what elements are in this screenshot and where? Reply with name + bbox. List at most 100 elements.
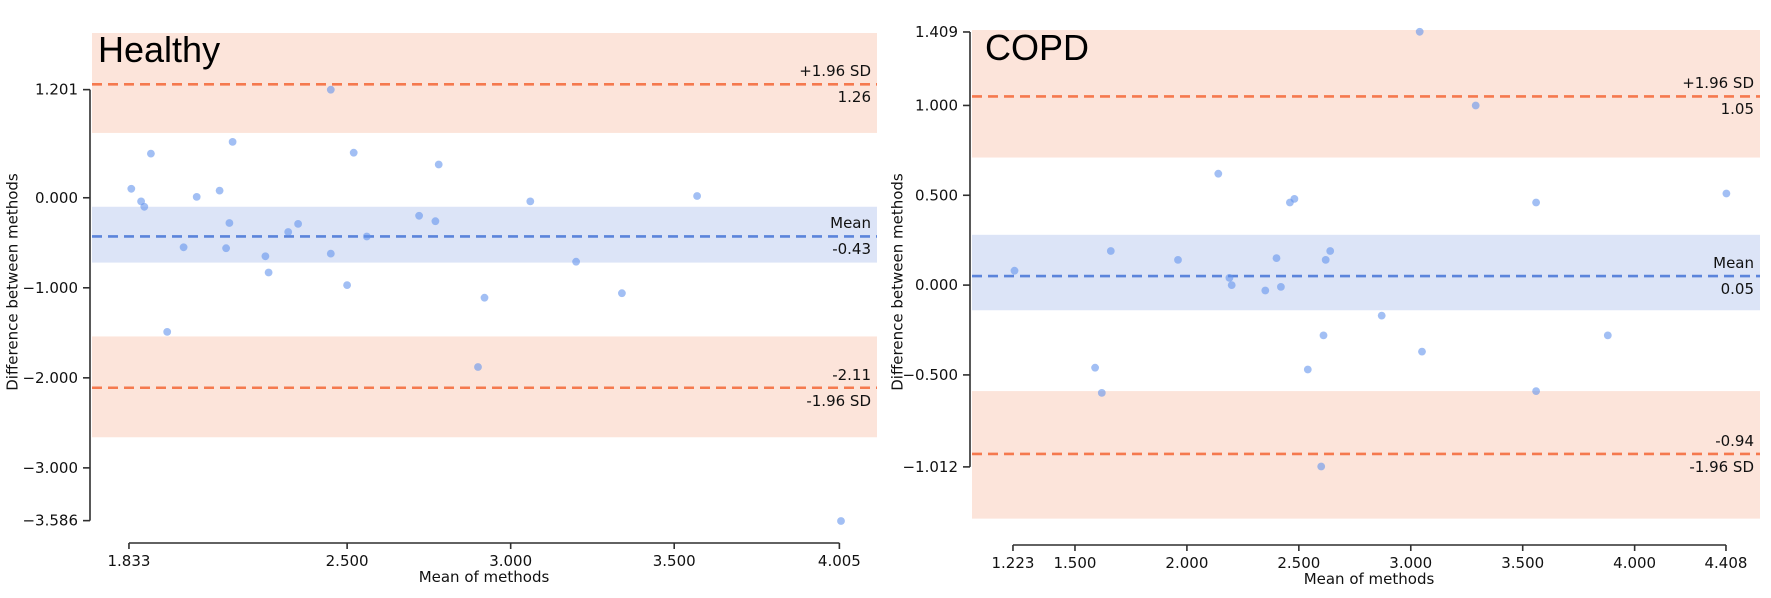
y-tick-label: −1.012 bbox=[902, 458, 958, 476]
y-axis-label-box: Difference between methods bbox=[881, 30, 915, 533]
data-point bbox=[474, 363, 482, 371]
data-point bbox=[434, 160, 443, 169]
data-point bbox=[1418, 347, 1426, 356]
data-point bbox=[261, 252, 270, 261]
data-point bbox=[415, 211, 423, 220]
data-point bbox=[349, 148, 358, 157]
upper-loa-label: +1.96 SD bbox=[1682, 74, 1754, 93]
mean-ci-band bbox=[92, 206, 877, 263]
x-tick-label: 1.223 bbox=[991, 554, 1034, 572]
data-point bbox=[222, 244, 231, 253]
data-point bbox=[1319, 331, 1328, 340]
y-tick-label: 0.000 bbox=[915, 276, 958, 294]
data-point bbox=[163, 328, 172, 336]
data-point bbox=[326, 249, 335, 258]
y-tick-label: 0.500 bbox=[915, 186, 958, 204]
data-point bbox=[1277, 283, 1285, 291]
data-point bbox=[1415, 27, 1424, 36]
data-point bbox=[693, 192, 701, 200]
x-tick-label: 2.000 bbox=[1165, 554, 1208, 572]
y-tick-label: 1.409 bbox=[915, 23, 958, 41]
lower-loa-label: -1.96 SD bbox=[806, 391, 871, 410]
y-tick-label: −0.500 bbox=[902, 366, 958, 384]
data-point bbox=[192, 193, 201, 201]
y-tick-label: −3.586 bbox=[22, 512, 78, 530]
data-point bbox=[1321, 256, 1330, 264]
data-point bbox=[1290, 195, 1299, 203]
x-tick-label: 1.500 bbox=[1054, 554, 1097, 572]
data-point bbox=[1106, 247, 1115, 255]
data-point bbox=[294, 220, 302, 228]
data-point bbox=[228, 138, 237, 146]
mean-label: Mean bbox=[830, 214, 871, 233]
data-point bbox=[480, 293, 489, 302]
data-point bbox=[1097, 389, 1106, 397]
upper-loa-value: 1.05 bbox=[1720, 100, 1754, 119]
data-point bbox=[326, 85, 335, 94]
bland-altman-plot-healthy: 1.201 0.000 −1.000 −2.000 −3.000 −3.586 1.833 2… bbox=[0, 0, 885, 598]
lower-loa-value: -2.11 bbox=[832, 365, 871, 384]
x-tick-label: 4.005 bbox=[818, 552, 861, 570]
y-axis-label-box: Difference between methods bbox=[0, 33, 30, 530]
mean-label: Mean bbox=[1713, 254, 1754, 273]
mean-value: 0.05 bbox=[1720, 280, 1754, 299]
upper-loa-value: 1.26 bbox=[837, 88, 871, 107]
upper-loa-label: +1.96 SD bbox=[799, 62, 871, 81]
data-point bbox=[572, 257, 580, 266]
data-point bbox=[1227, 281, 1236, 289]
data-point bbox=[1225, 274, 1234, 282]
data-point bbox=[618, 289, 626, 298]
y-axis-label: Difference between methods bbox=[4, 172, 23, 391]
x-tick-label: 2.500 bbox=[1277, 554, 1320, 572]
data-point bbox=[1174, 256, 1182, 264]
data-point bbox=[1010, 266, 1019, 275]
data-point bbox=[1603, 331, 1612, 340]
x-tick-label: 4.408 bbox=[1704, 554, 1747, 572]
y-tick-label: 1.201 bbox=[35, 81, 78, 99]
data-point bbox=[1532, 198, 1540, 207]
data-point bbox=[1317, 462, 1326, 471]
data-point bbox=[431, 217, 440, 226]
y-tick-label: −1.000 bbox=[22, 279, 78, 297]
lower-loa-label: -1.96 SD bbox=[1689, 457, 1754, 476]
data-point bbox=[1377, 311, 1386, 320]
x-tick-label: 3.500 bbox=[1501, 554, 1544, 572]
lower-loa-value: -0.94 bbox=[1715, 431, 1754, 450]
x-tick-label: 4.000 bbox=[1613, 554, 1656, 572]
plot-svg-healthy: 1.201 0.000 −1.000 −2.000 −3.000 −3.586 1.833 2… bbox=[22, 33, 877, 570]
y-tick-label: 0.000 bbox=[35, 189, 78, 207]
data-point bbox=[837, 517, 845, 525]
plot-title: COPD bbox=[985, 27, 1090, 68]
x-axis-label: Mean of methods bbox=[1303, 570, 1435, 588]
data-point bbox=[1326, 247, 1335, 255]
data-point bbox=[1214, 169, 1223, 178]
x-tick-label: 3.000 bbox=[1389, 554, 1432, 572]
data-point bbox=[1722, 189, 1731, 198]
data-point bbox=[225, 219, 234, 227]
x-tick-label: 3.500 bbox=[653, 552, 696, 570]
data-point bbox=[284, 228, 293, 236]
plot-svg-copd: 1.409 1.000 0.500 0.000 −0.500 −1.012 1.223 1.5… bbox=[902, 23, 1760, 572]
data-point bbox=[1532, 387, 1540, 395]
data-point bbox=[179, 243, 188, 252]
x-axis-label: Mean of methods bbox=[418, 568, 550, 586]
data-point bbox=[264, 268, 273, 277]
data-point bbox=[140, 202, 149, 211]
data-point bbox=[362, 232, 371, 241]
y-tick-label: −3.000 bbox=[22, 459, 78, 477]
data-point bbox=[343, 281, 351, 289]
data-point bbox=[1272, 254, 1281, 262]
bland-altman-plot-copd: 1.409 1.000 0.500 0.000 −0.500 −1.012 1.223 1.5… bbox=[885, 0, 1771, 598]
y-tick-label: −2.000 bbox=[22, 369, 78, 387]
x-tick-label: 1.833 bbox=[107, 552, 150, 570]
upper-loa-ci-band bbox=[92, 33, 877, 133]
y-tick-label: 1.000 bbox=[915, 96, 958, 114]
y-axis-label: Difference between methods bbox=[889, 172, 908, 391]
data-point bbox=[1471, 101, 1480, 110]
x-tick-label: 2.500 bbox=[326, 552, 369, 570]
data-point bbox=[1091, 363, 1099, 372]
x-tick-label: 3.000 bbox=[489, 552, 532, 570]
plot-title: Healthy bbox=[98, 29, 221, 70]
upper-loa-ci-band bbox=[972, 30, 1760, 158]
